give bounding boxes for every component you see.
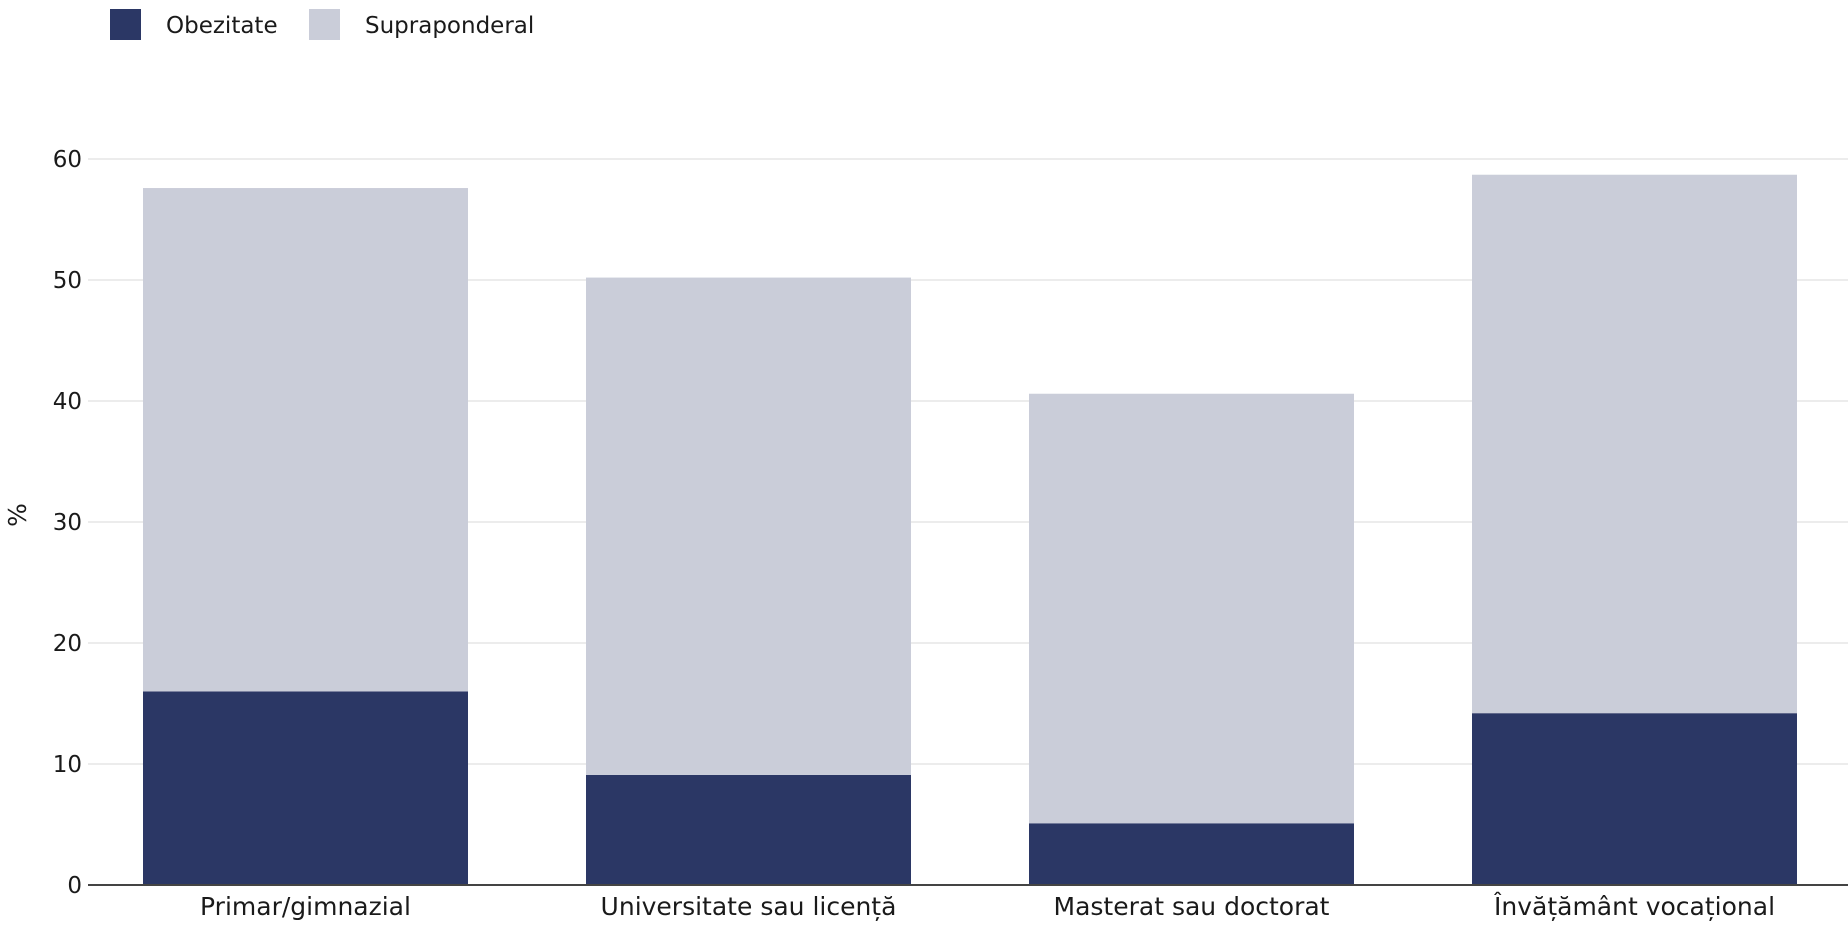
y-tick-label: 30 (53, 510, 82, 536)
bar-supraponderal-1 (143, 188, 468, 692)
bar-supraponderal-2 (586, 277, 911, 775)
bar-supraponderal-4 (1472, 174, 1797, 714)
bar-obezitate-3 (1029, 823, 1354, 885)
legend-label-supraponderal: Supraponderal (365, 13, 534, 39)
legend-label-obezitate: Obezitate (166, 13, 278, 39)
bar-obezitate-1 (143, 691, 468, 885)
category-label: Masterat sau doctorat (1054, 892, 1330, 921)
y-tick-label: 10 (53, 752, 82, 778)
bar-supraponderal-3 (1029, 393, 1354, 824)
y-tick-label: 50 (53, 268, 82, 294)
bars (143, 174, 1797, 885)
y-axis-label: % (3, 503, 32, 527)
y-tick-label: 20 (53, 631, 82, 657)
bar-obezitate-4 (1472, 713, 1797, 885)
y-tick-label: 40 (53, 389, 82, 415)
legend-swatch-obezitate (110, 9, 141, 40)
y-tick-label: 60 (53, 147, 82, 173)
bar-obezitate-2 (586, 774, 911, 885)
category-label: Universitate sau licență (601, 892, 897, 921)
y-tick-label: 0 (67, 873, 82, 899)
legend-swatch-supraponderal (309, 9, 340, 40)
category-label: Învățământ vocațional (1493, 892, 1775, 921)
category-label: Primar/gimnazial (200, 892, 411, 921)
legend: Obezitate Supraponderal (110, 9, 534, 40)
y-axis-ticks: 0 10 20 30 40 50 60 (53, 147, 82, 899)
category-labels: Primar/gimnazial Universitate sau licență… (200, 892, 1775, 921)
